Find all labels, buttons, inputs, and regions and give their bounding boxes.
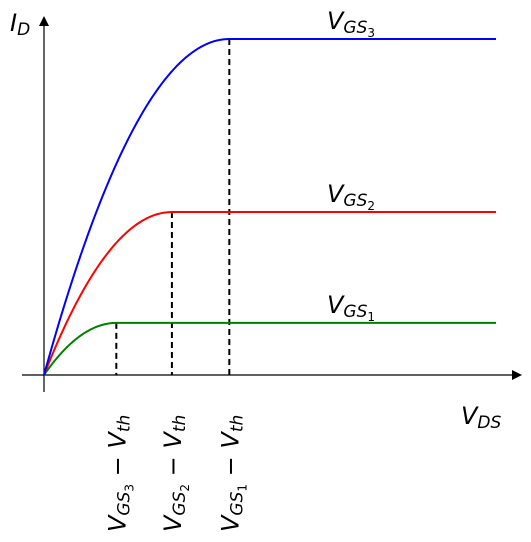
y-axis-arrow-icon xyxy=(39,16,49,26)
tick-label-vth-sub: th xyxy=(170,415,190,432)
series-label-subsub: 3 xyxy=(367,26,375,40)
series-label-vgs1: VGS1 xyxy=(327,291,375,324)
tick-label-1: VGS3 − Vth xyxy=(103,415,136,532)
series-curves xyxy=(43,38,496,376)
x-axis-label: VDS xyxy=(461,402,502,433)
tick-label-vth-sub: th xyxy=(114,415,134,432)
curve-vgs3 xyxy=(43,38,496,376)
tick-label-main: V xyxy=(159,514,187,532)
tick-label-subsub: 1 xyxy=(235,484,249,492)
axes xyxy=(22,16,522,392)
series-label-main: V xyxy=(327,180,345,208)
tick-label-sub: GS xyxy=(170,491,190,515)
tick-label-subsub: 3 xyxy=(122,484,136,492)
tick-label-vth-main: V xyxy=(216,431,244,449)
x-label-sub: DS xyxy=(477,413,501,433)
series-label-subsub: 2 xyxy=(367,199,375,213)
tick-label-2: VGS2 − Vth xyxy=(159,415,192,532)
series-label-vgs2: VGS2 xyxy=(327,180,375,213)
tick-label-minus: − xyxy=(159,449,187,484)
series-label-sub: GS xyxy=(343,191,367,211)
tick-label-vth-main: V xyxy=(159,431,187,449)
y-label-sub: D xyxy=(17,20,30,40)
series-label-main: V xyxy=(327,291,345,319)
tick-label-subsub: 2 xyxy=(178,484,192,492)
tick-label-main: V xyxy=(216,514,244,532)
curve-vgs2 xyxy=(43,211,496,376)
series-label-main: V xyxy=(327,7,345,35)
marker-lines xyxy=(115,39,231,375)
tick-label-3: VGS1 − Vth xyxy=(216,415,249,532)
tick-label-main: V xyxy=(103,514,131,532)
x-axis-arrow-icon xyxy=(512,370,522,380)
y-axis-label: ID xyxy=(10,9,30,40)
series-label-sub: GS xyxy=(343,18,367,38)
tick-label-vth-sub: th xyxy=(227,415,247,432)
curve-vgs1 xyxy=(43,321,496,376)
tick-label-vth-main: V xyxy=(103,431,131,449)
series-label-sub: GS xyxy=(343,302,367,322)
series-label-vgs3: VGS3 xyxy=(327,7,375,40)
tick-label-sub: GS xyxy=(114,491,134,515)
y-label-main: I xyxy=(10,9,17,37)
tick-label-minus: − xyxy=(216,449,244,484)
tick-label-minus: − xyxy=(103,449,131,484)
x-label-main: V xyxy=(461,402,479,430)
series-label-subsub: 1 xyxy=(367,310,375,324)
tick-label-sub: GS xyxy=(227,491,247,515)
